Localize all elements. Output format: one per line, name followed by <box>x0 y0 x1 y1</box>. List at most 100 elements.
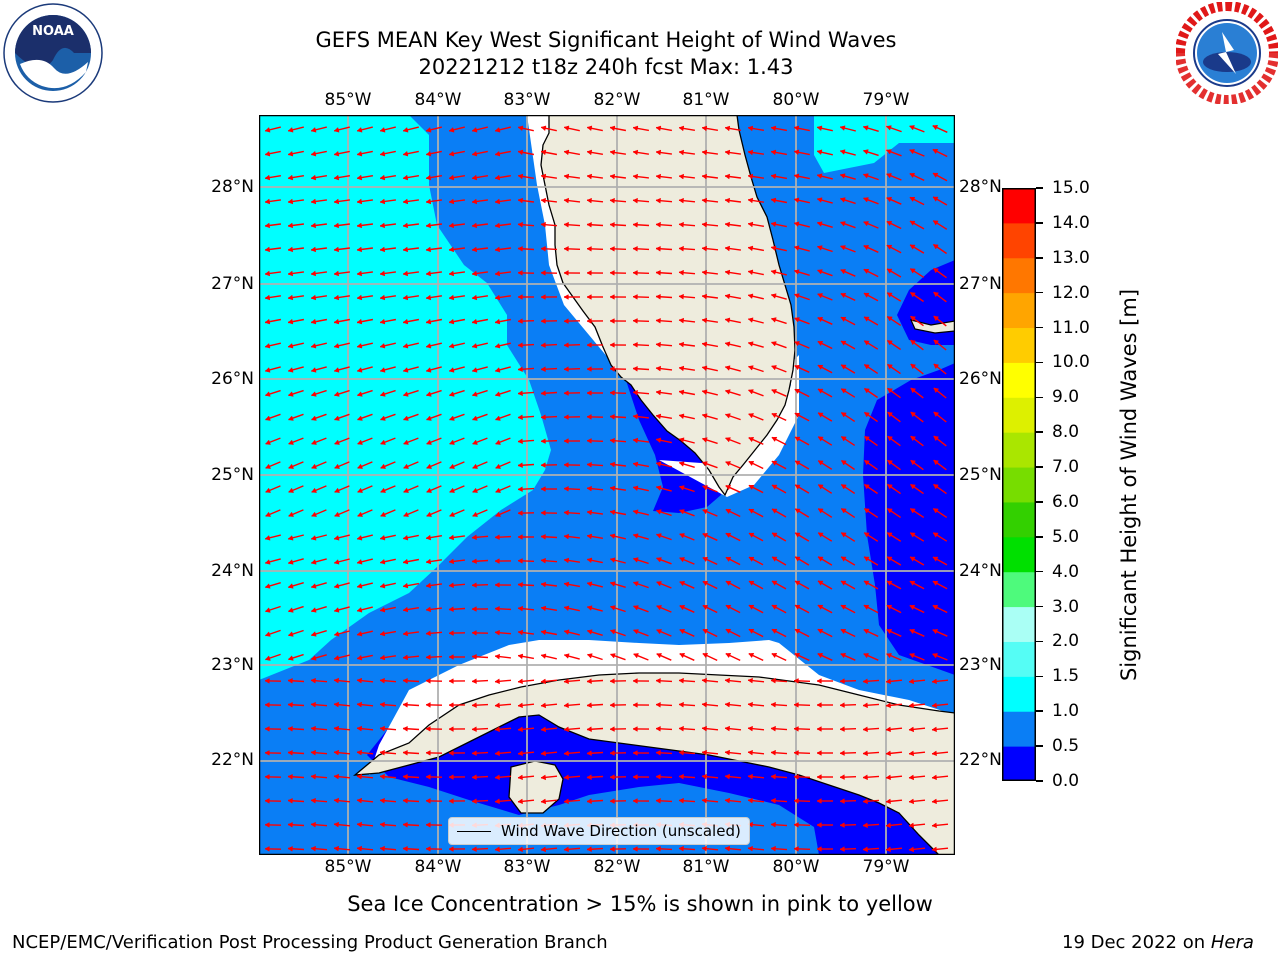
wind-arrow-head <box>310 127 317 133</box>
wind-arrow-head <box>287 270 294 277</box>
wind-arrow-head <box>265 463 271 469</box>
wind-arrow-head <box>425 726 431 732</box>
wind-arrow-head <box>609 366 615 372</box>
wind-arrow-head <box>908 846 914 853</box>
wind-arrow-head <box>540 774 546 781</box>
wind-arrow-head <box>311 439 317 445</box>
wind-arrow-head <box>425 582 432 589</box>
wind-arrow-head <box>334 511 340 517</box>
wind-arrow-head <box>655 293 661 300</box>
wind-arrow-head <box>793 726 799 732</box>
wind-arrow-head <box>517 197 524 204</box>
wind-arrow-head <box>794 628 801 634</box>
wind-arrow-head <box>886 604 893 610</box>
wind-arrow-head <box>794 388 801 394</box>
wind-arrow-head <box>770 677 776 684</box>
wind-arrow-head <box>747 797 753 804</box>
wind-arrow-head <box>563 846 569 853</box>
wind-arrow-head <box>886 197 893 203</box>
wind-arrow-head <box>402 270 409 277</box>
wind-arrow-head <box>702 629 709 635</box>
wind-arrow-head <box>933 411 940 418</box>
wind-arrow-head <box>655 437 662 444</box>
wind-arrow-head <box>932 149 939 155</box>
wind-arrow-head <box>586 342 592 348</box>
wind-arrow-head <box>563 798 569 805</box>
wind-arrow-head <box>517 629 524 636</box>
lon-label-bottom: 82°W <box>593 857 641 877</box>
wind-arrow-head <box>586 846 592 853</box>
wind-arrow-head <box>609 846 615 852</box>
wind-arrow-head <box>333 607 340 613</box>
wind-arrow-head <box>747 245 754 252</box>
wind-arrow-head <box>563 750 569 757</box>
wind-arrow-head <box>862 173 869 179</box>
wind-arrow-head <box>609 125 616 132</box>
wind-arrow-head <box>563 438 569 444</box>
wind-arrow-head <box>885 774 891 781</box>
wind-arrow-head <box>655 365 661 372</box>
wind-arrow-head <box>448 702 454 708</box>
wind-arrow-head <box>586 678 592 685</box>
wind-arrow-head <box>840 460 847 466</box>
wind-arrow-head <box>656 629 662 635</box>
wind-arrow-head <box>817 269 823 275</box>
wind-arrow-head <box>540 581 547 588</box>
colorbar-tick-mark <box>1036 745 1043 747</box>
wind-arrow-head <box>586 726 592 733</box>
chart-title-line1: GEFS MEAN Key West Significant Height of… <box>315 28 897 52</box>
wind-arrow-head <box>724 149 731 156</box>
wind-arrow-head <box>402 534 409 541</box>
wind-arrow-head <box>471 653 477 660</box>
wind-arrow-head <box>287 535 294 541</box>
wind-arrow-head <box>817 388 824 394</box>
wind-arrow-head <box>886 629 893 635</box>
wind-arrow-head <box>931 774 937 781</box>
colorbar-tick-mark <box>1036 536 1043 538</box>
wind-arrow-head <box>379 150 386 157</box>
wind-arrow-head <box>678 197 684 204</box>
wind-arrow-head <box>333 535 340 541</box>
wind-arrow-head <box>426 463 432 469</box>
wind-arrow-head <box>655 797 661 804</box>
wind-arrow-head <box>517 581 523 588</box>
colorbar-band <box>1002 711 1036 747</box>
colorbar-tick-mark <box>1036 640 1043 643</box>
wind-arrow-head <box>839 798 845 804</box>
wind-arrow-head <box>632 149 639 156</box>
wind-arrow-head <box>563 462 569 468</box>
wind-arrow-head <box>310 270 317 277</box>
wind-arrow-head <box>425 750 431 756</box>
wind-arrow-head <box>748 556 755 562</box>
wind-arrow-head <box>632 125 639 132</box>
wind-arrow-head <box>471 270 478 277</box>
wind-arrow-head <box>356 654 363 661</box>
wind-arrow-head <box>724 773 730 780</box>
wind-arrow-head <box>402 198 409 205</box>
wind-arrow-head <box>310 535 317 541</box>
wind-arrow-head <box>471 846 477 853</box>
wind-arrow-head <box>908 798 914 805</box>
wind-arrow-head <box>264 391 271 397</box>
wind-arrow-head <box>655 773 661 780</box>
wind-arrow-head <box>425 558 432 565</box>
wind-arrow-head <box>748 461 755 467</box>
wind-arrow-head <box>540 125 547 132</box>
wind-arrow-head <box>839 197 846 203</box>
wind-arrow-head <box>540 294 546 300</box>
wind-arrow-head <box>379 677 385 684</box>
wind-arrow-head <box>287 583 294 589</box>
map-panel[interactable] <box>259 115 955 855</box>
wind-arrow-head <box>725 437 731 443</box>
wind-arrow-head <box>748 628 755 634</box>
wind-arrow-head <box>886 221 893 227</box>
wind-arrow-head <box>379 821 385 828</box>
wind-arrow-head <box>471 294 478 301</box>
wind-arrow-head <box>610 653 616 659</box>
wind-arrow-head <box>563 149 570 156</box>
wind-arrow-head <box>794 341 800 347</box>
wind-arrow-head <box>793 197 800 204</box>
wind-arrow-head <box>563 366 569 372</box>
wind-arrow-head <box>678 797 684 804</box>
lat-label-right: 25°N <box>959 465 1002 485</box>
